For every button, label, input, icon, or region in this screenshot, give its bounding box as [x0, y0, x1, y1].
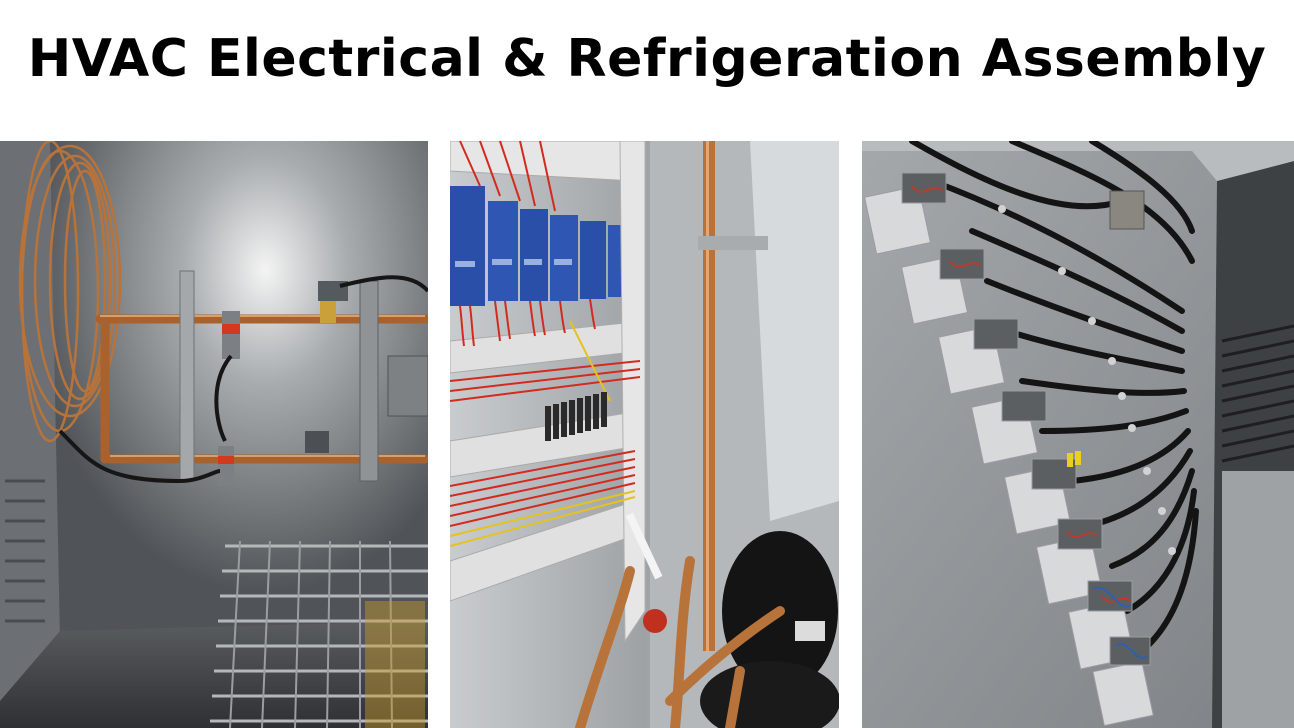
photo-refrigeration-piping: [0, 141, 428, 728]
page-title: HVAC Electrical & Refrigeration Assembly: [27, 29, 1267, 89]
control-panel-photo-illustration: [450, 141, 839, 728]
photo-control-panel: [450, 141, 839, 728]
piping-photo-illustration: [0, 141, 428, 728]
junction-box-photo-illustration: [862, 141, 1294, 728]
photo-junction-boxes: [862, 141, 1294, 728]
